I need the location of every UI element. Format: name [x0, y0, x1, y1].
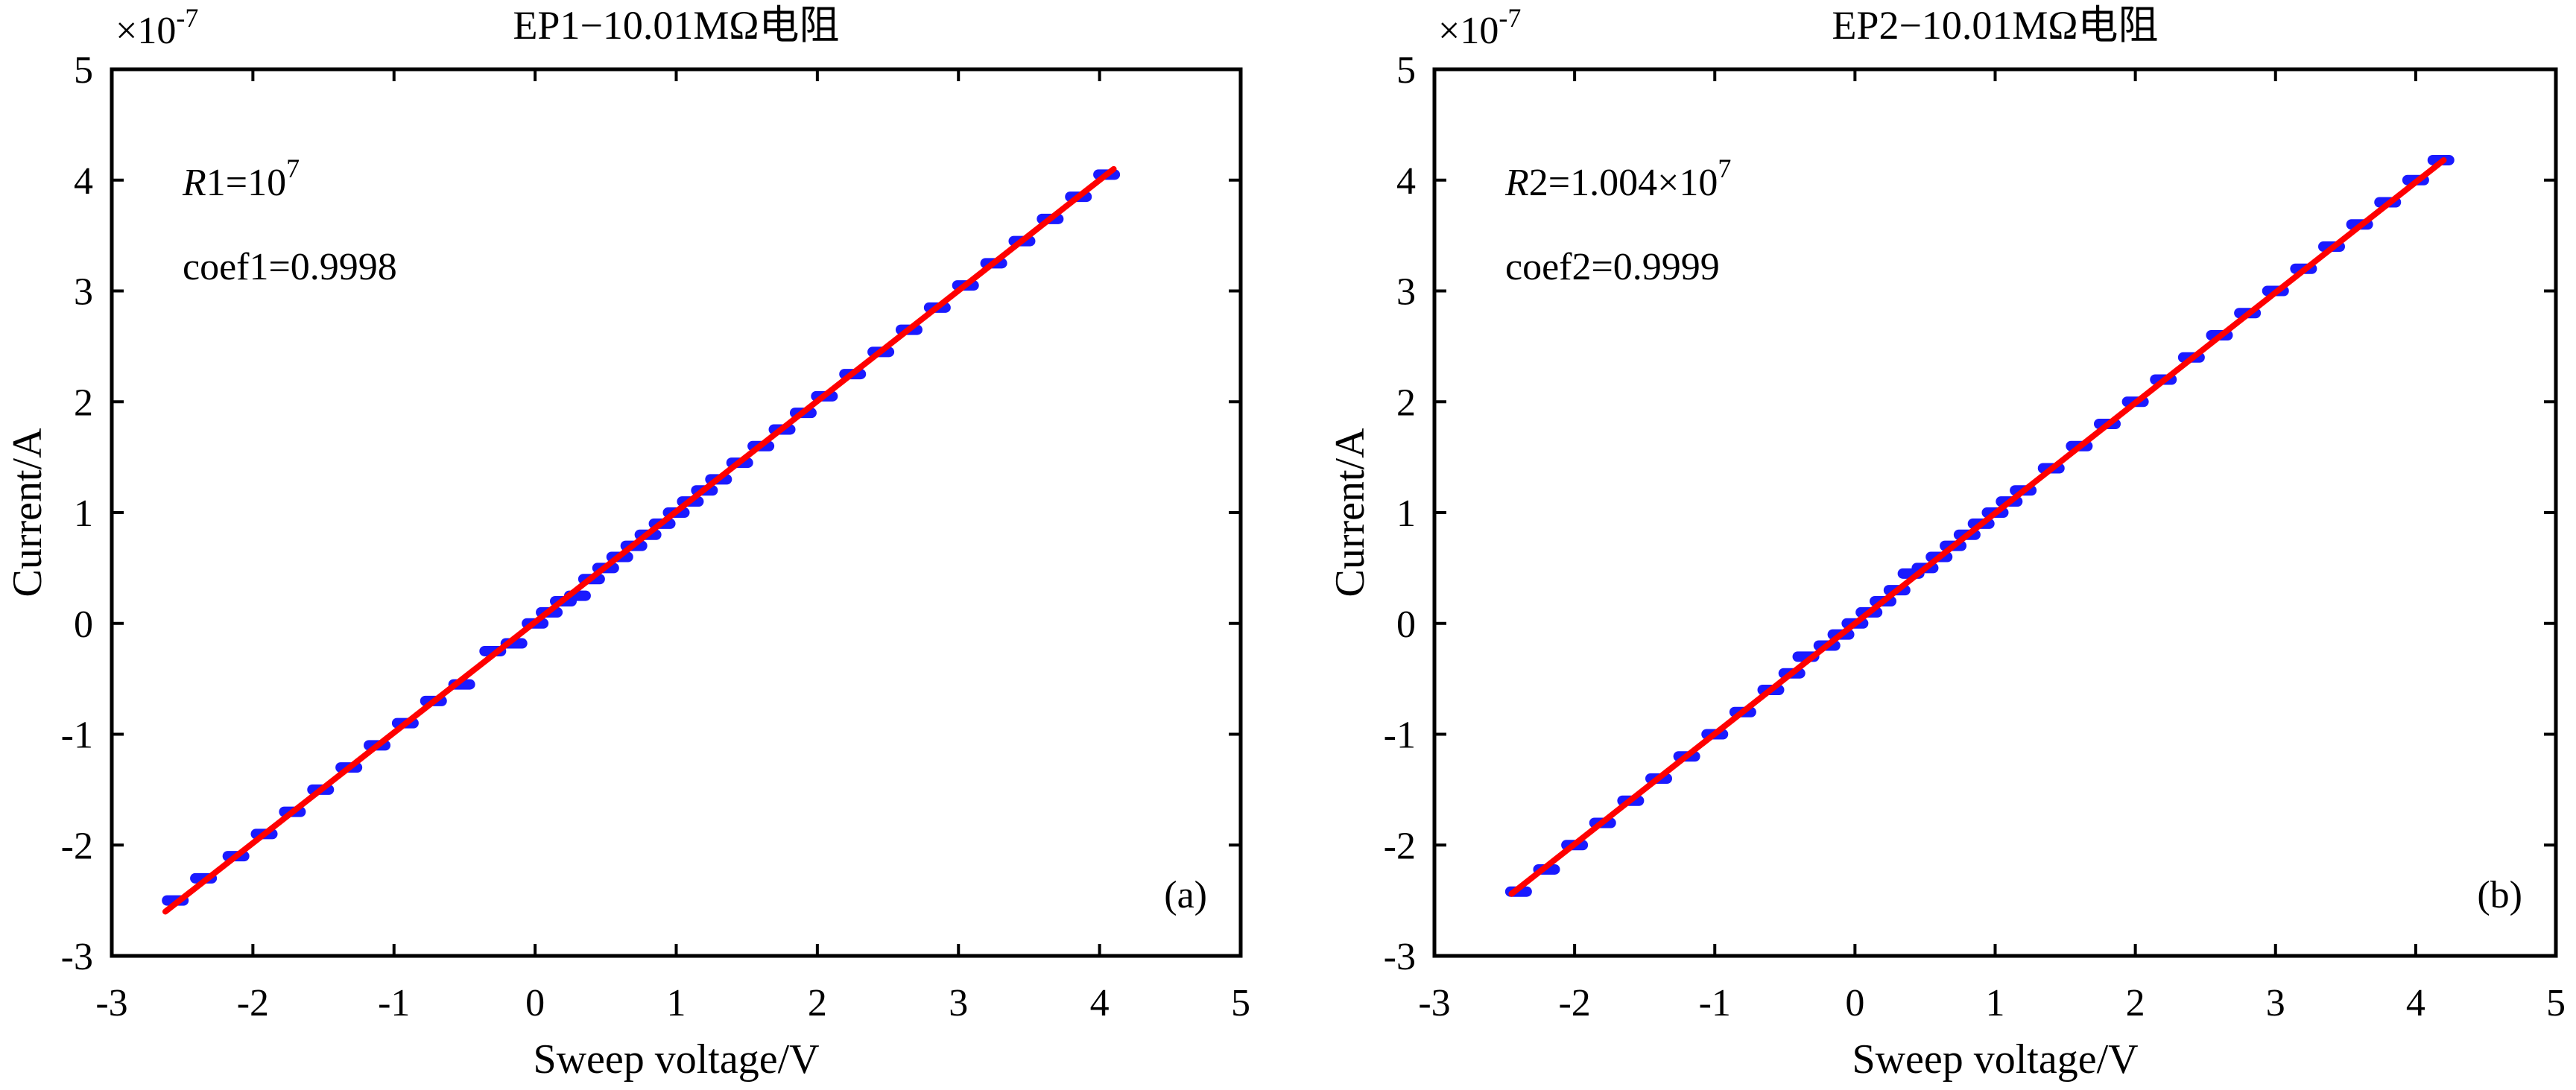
- y-tick-label: 2: [1396, 381, 1416, 424]
- resistance-exponent: 7: [286, 153, 300, 183]
- y-tick-label: 1: [74, 492, 93, 535]
- y-tick-label: -1: [1384, 714, 1416, 757]
- fit-line: [1508, 156, 2447, 897]
- x-axis-label: Sweep voltage/V: [533, 1036, 819, 1083]
- chart-title: EP1−10.01MΩ电阻: [513, 3, 839, 48]
- x-tick-label: 4: [1090, 982, 1110, 1024]
- y-axis-label: Current/A: [1327, 428, 1373, 598]
- resistance-exponent: 7: [1718, 153, 1731, 183]
- y-axis-label: Current/A: [4, 428, 51, 598]
- resistance-annotation: R1=107: [182, 153, 300, 204]
- coefficient-annotation: coef1=0.9998: [183, 246, 397, 288]
- x-tick-label: -3: [1418, 982, 1450, 1024]
- resistance-value: 1=10: [206, 162, 286, 204]
- x-axis-label: Sweep voltage/V: [1852, 1036, 2138, 1083]
- fit-line: [162, 165, 1117, 915]
- panel-label: (b): [2477, 874, 2522, 916]
- y-tick-label: -3: [61, 936, 93, 978]
- y-tick-label: -1: [61, 714, 93, 757]
- y-tick-label: 0: [1396, 603, 1416, 646]
- x-tick-label: 2: [2126, 982, 2145, 1024]
- chart-title: EP2−10.01MΩ电阻: [1832, 3, 2158, 48]
- x-tick-label: 1: [1986, 982, 2005, 1024]
- x-tick-label: 1: [667, 982, 686, 1024]
- y-tick-label: 1: [1396, 492, 1416, 535]
- x-tick-label: -1: [378, 982, 410, 1024]
- coefficient-annotation: coef2=0.9999: [1505, 246, 1720, 288]
- resistance-annotation: R2=1.004×107: [1504, 153, 1731, 204]
- y-multiplier: ×10-7: [115, 3, 198, 52]
- y-multiplier: ×10-7: [1438, 3, 1521, 52]
- y-multiplier-exponent: -7: [1499, 3, 1521, 33]
- x-tick-label: 2: [808, 982, 827, 1024]
- x-tick-label: -1: [1699, 982, 1731, 1024]
- x-tick-label: 0: [525, 982, 545, 1024]
- subplot-1: -3 -2 -1 0 1 2 3 4 5 -3 -2 -1 0 1 2 3 4 5 ×10-7 EP1−10.01MΩ…: [4, 3, 1250, 1083]
- y-tick-label: 4: [74, 160, 93, 203]
- y-tick-label: -3: [1384, 936, 1416, 978]
- x-tick-label: 5: [1231, 982, 1250, 1024]
- x-tick-label: 0: [1845, 982, 1864, 1024]
- y-multiplier-exponent: -7: [176, 3, 198, 33]
- resistance-symbol: R: [182, 162, 206, 204]
- x-tick-label: 5: [2546, 982, 2566, 1024]
- y-tick-label: 5: [74, 49, 93, 92]
- y-tick-label: 4: [1396, 160, 1416, 203]
- y-tick-label: -2: [1384, 825, 1416, 867]
- x-tick-label: 3: [2266, 982, 2285, 1024]
- y-tick-label: 3: [1396, 271, 1416, 314]
- x-tick-label: -3: [95, 982, 127, 1024]
- y-tick-label: 5: [1396, 49, 1416, 92]
- subplot-2: -3 -2 -1 0 1 2 3 4 5 -3 -2 -1 0 1 2 3 4 5 ×10-7 EP2−10.01MΩ…: [1327, 3, 2566, 1083]
- y-tick-label: 0: [74, 603, 93, 646]
- y-tick-label: -2: [61, 825, 93, 867]
- resistance-value: 2=1.004×10: [1529, 162, 1718, 204]
- y-tick-label: 2: [74, 381, 93, 424]
- x-tick-label: -2: [237, 982, 269, 1024]
- x-tick-label: 3: [949, 982, 968, 1024]
- x-tick-label: 4: [2406, 982, 2425, 1024]
- y-tick-label: 3: [74, 271, 93, 314]
- x-tick-label: -2: [1558, 982, 1590, 1024]
- resistance-symbol: R: [1504, 162, 1529, 204]
- panel-label: (a): [1164, 874, 1207, 916]
